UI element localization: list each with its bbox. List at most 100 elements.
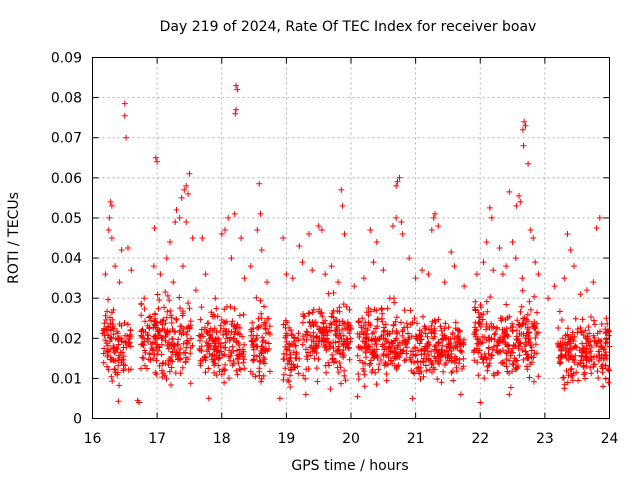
data-point [477,323,484,330]
data-point [325,290,332,297]
data-point [597,328,603,335]
data-point [595,348,602,355]
data-point [431,333,438,340]
data-point [319,313,326,320]
data-point [207,331,214,338]
data-point [196,332,203,339]
data-point [107,314,113,321]
data-point [302,375,309,382]
data-point [327,386,334,393]
data-point [562,352,569,359]
data-point [371,306,378,313]
data-points [99,82,613,406]
data-point [185,190,192,197]
data-point [398,219,405,225]
data-point [102,312,109,319]
data-point [296,243,303,249]
data-point [376,336,382,343]
data-point [519,320,526,327]
data-point [136,399,142,406]
data-point [238,235,245,241]
data-point [314,323,321,330]
data-point [393,366,400,373]
data-point [441,279,448,286]
data-point [484,363,491,370]
data-point [451,263,458,270]
data-point [439,332,446,338]
data-point [103,327,110,334]
y-tick-label: 0.03 [51,291,82,307]
data-point [232,110,239,117]
data-point [255,315,262,322]
data-point [493,347,500,354]
data-point [332,318,339,325]
data-point [581,369,588,376]
data-point [287,384,294,390]
data-point [362,325,369,332]
data-point [107,198,114,205]
data-point [360,275,367,282]
data-point [118,337,125,343]
data-point [514,357,521,364]
data-point [169,358,176,365]
data-point [303,353,310,360]
data-point [310,329,317,336]
data-point [382,359,389,366]
data-point [503,263,510,270]
data-point [360,368,367,375]
data-point [307,332,314,339]
data-point [289,275,296,282]
y-tick-label: 0.02 [51,331,82,347]
data-point [222,227,228,233]
data-point [160,317,167,323]
data-point [288,366,295,373]
data-point [110,343,117,349]
data-point [262,325,269,332]
data-point [340,332,347,339]
data-point [354,352,361,359]
data-point [239,353,246,360]
x-tick-label: 21 [407,431,425,447]
data-point [591,321,598,328]
data-point [367,322,374,329]
data-point [510,361,517,368]
data-point [234,371,241,378]
data-point [223,304,230,310]
data-point [587,348,594,355]
data-point [524,355,531,362]
data-point [354,393,361,400]
data-point [265,340,272,347]
data-point [228,255,235,262]
data-point [249,338,256,345]
data-point [315,223,322,229]
data-point [559,317,565,323]
data-point [432,327,439,334]
data-point [167,239,173,245]
data-point [233,367,240,374]
data-point [516,352,523,359]
data-point [181,186,188,193]
data-point [183,219,190,225]
data-point [500,347,506,354]
data-point [579,340,586,347]
data-point [448,249,455,255]
data-point [390,223,396,229]
data-point [445,341,452,348]
data-point [236,366,243,372]
data-point [509,368,516,375]
data-point [145,332,152,339]
data-point [369,366,376,373]
data-point [120,361,127,368]
data-point [281,356,288,363]
data-point [564,379,571,386]
data-point [519,347,526,354]
data-point [480,311,487,317]
data-point [571,359,578,366]
data-point [597,343,604,350]
data-point [363,331,370,338]
data-point [432,319,439,326]
data-point [327,320,334,327]
data-point [475,372,482,379]
data-point [521,118,528,125]
data-point [261,321,268,328]
